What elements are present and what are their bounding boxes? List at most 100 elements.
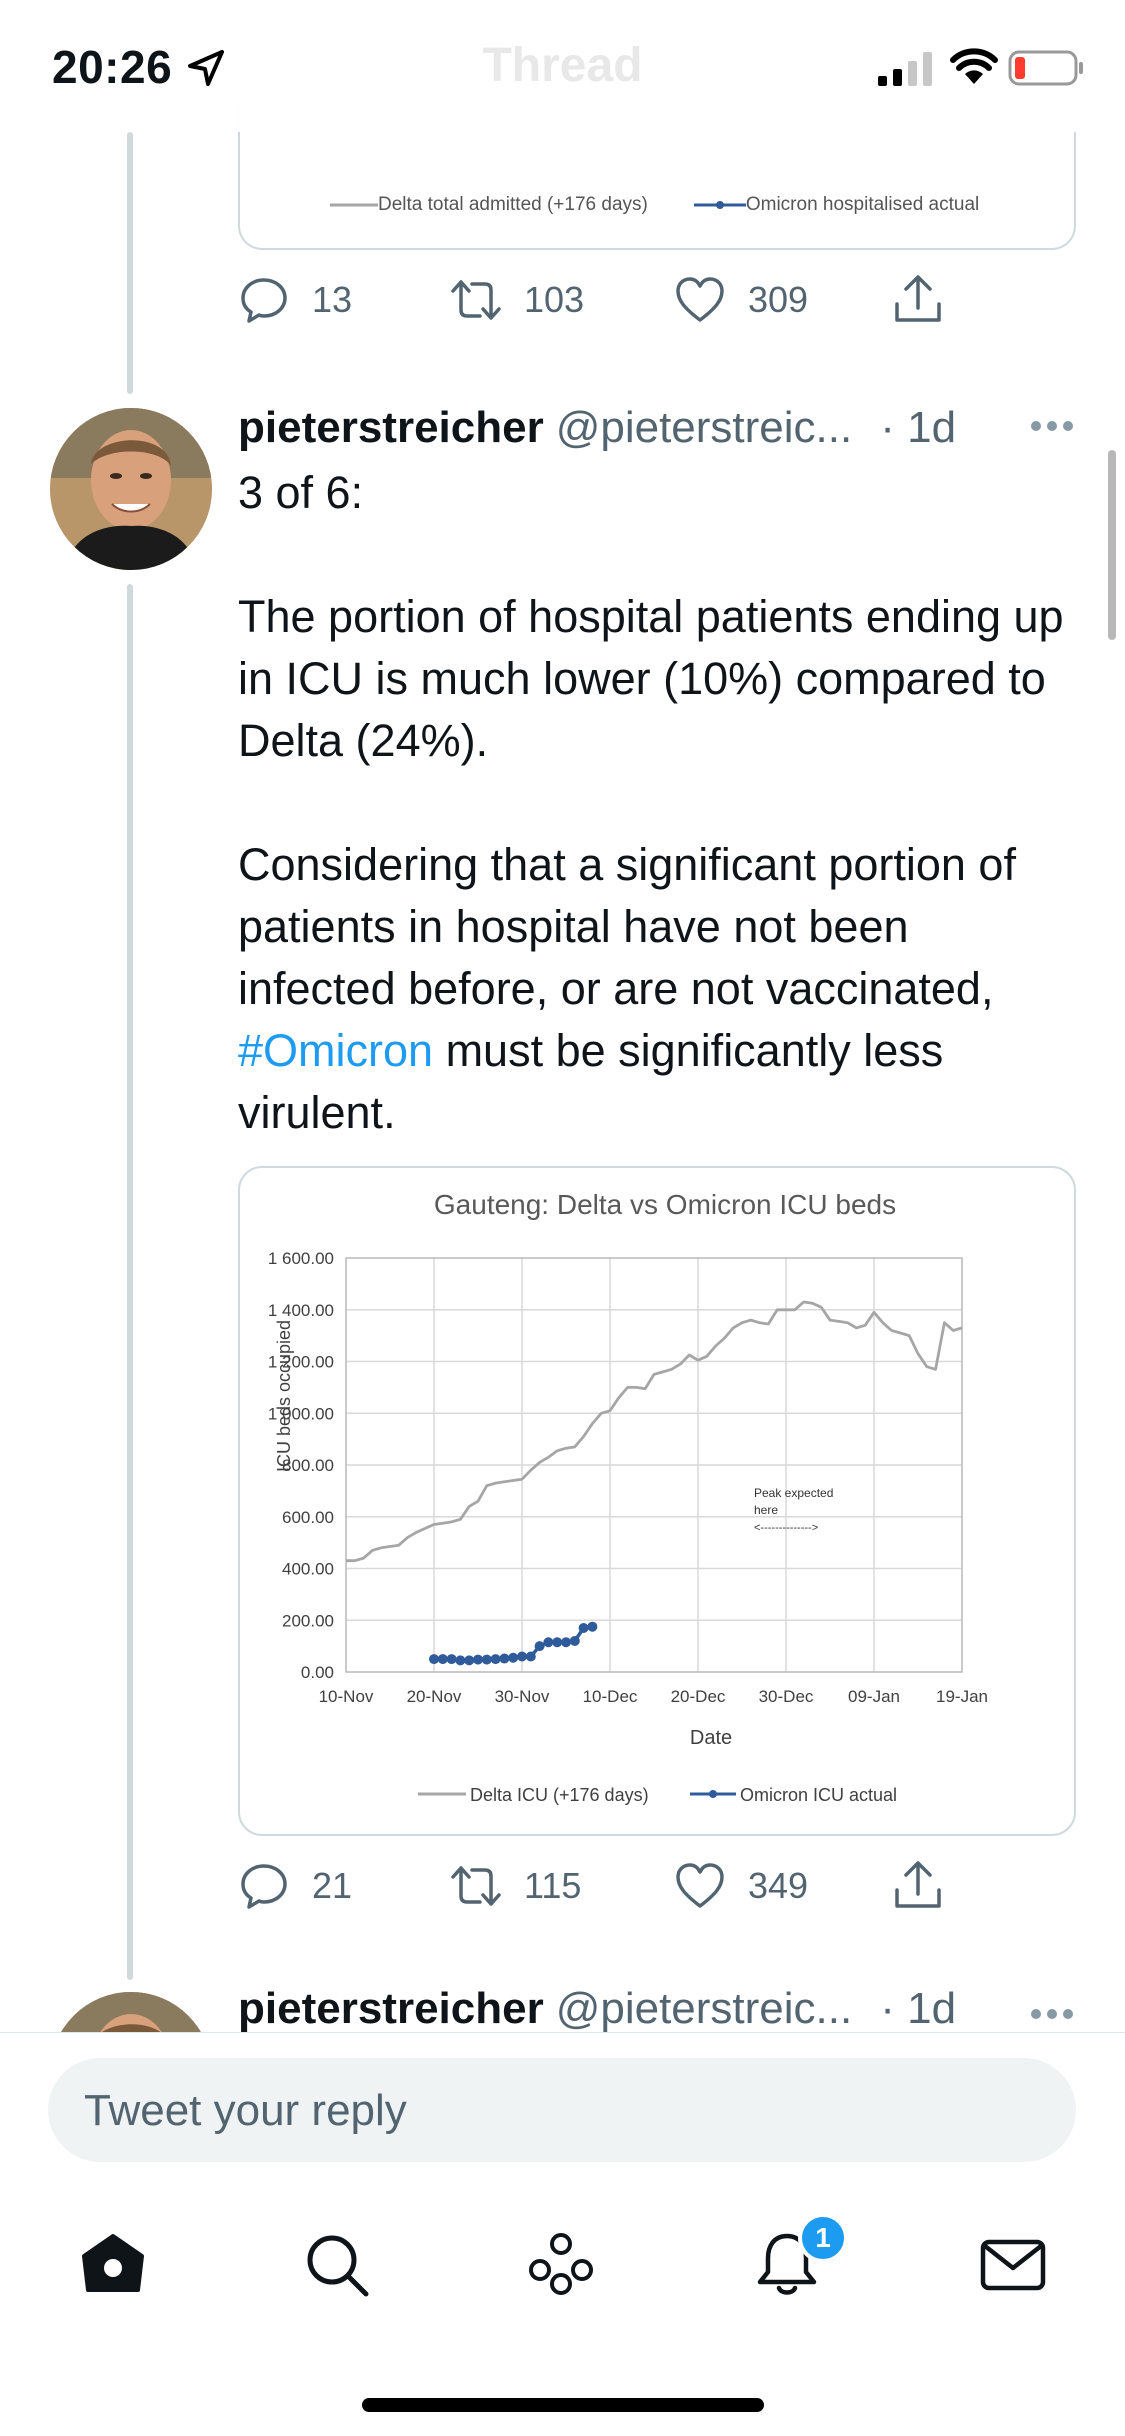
chart-image-card[interactable]: Gauteng: Delta vs Omicron ICU beds 1 600… <box>238 1166 1076 1836</box>
home-indicator[interactable] <box>362 2398 764 2412</box>
battery-icon <box>1008 50 1083 86</box>
author-handle[interactable]: @pieterstreic... <box>555 403 853 452</box>
avatar[interactable] <box>50 408 212 570</box>
prev-tweet-actions: 13 103 309 <box>238 274 978 334</box>
y-tick-label: 0.00 <box>301 1663 334 1682</box>
data-point-omicron <box>508 1652 519 1663</box>
y-tick-label: 600.00 <box>282 1508 334 1527</box>
legend-label-omicron: Omicron ICU actual <box>740 1785 897 1805</box>
like-button[interactable]: 309 <box>674 274 808 326</box>
scroll-indicator[interactable] <box>1108 450 1116 640</box>
legend-item-omicron: Omicron hospitalised actual <box>693 194 979 216</box>
reply-placeholder: Tweet your reply <box>84 2086 407 2135</box>
data-point-omicron <box>490 1654 501 1665</box>
y-tick-label: 800.00 <box>282 1456 334 1475</box>
retweet-button[interactable]: 115 <box>450 1860 581 1912</box>
tweet-text: 3 of 6: The portion of hospital patients… <box>238 462 1068 1144</box>
data-point-omicron <box>446 1654 457 1665</box>
tweet-text-body: must be significantly less virulent. <box>238 1025 956 1138</box>
spaces-icon[interactable] <box>526 2230 596 2300</box>
chart-x-label: Date <box>690 1727 732 1749</box>
data-point-omicron <box>429 1654 439 1665</box>
data-point-omicron <box>473 1654 483 1665</box>
tweet-header: pieterstreicher @pieterstreic... · 1d <box>238 398 1078 458</box>
data-point-omicron <box>543 1637 554 1648</box>
reply-input[interactable]: Tweet your reply <box>48 2058 1076 2162</box>
data-point-omicron <box>481 1654 492 1665</box>
like-count: 349 <box>748 1865 809 1906</box>
author-name[interactable]: pieterstreicher <box>238 403 544 452</box>
x-tick-label: 19-Jan <box>936 1687 988 1706</box>
x-tick-label: 20-Nov <box>407 1687 462 1706</box>
hashtag-link[interactable]: #Omicron <box>238 1025 434 1076</box>
like-count: 309 <box>748 279 809 320</box>
reply-button[interactable]: 13 <box>238 274 352 326</box>
y-tick-label: 1 000.00 <box>268 1404 334 1423</box>
heart-icon <box>676 277 724 322</box>
more-options-icon[interactable] <box>1030 420 1074 432</box>
data-point-omicron <box>552 1637 563 1648</box>
y-tick-label: 400.00 <box>282 1560 334 1579</box>
chart-title: Gauteng: Delta vs Omicron ICU beds <box>434 1189 896 1220</box>
annotation-arrow: <--------------> <box>754 1522 818 1534</box>
x-tick-label: 10-Nov <box>319 1687 374 1706</box>
nav-title: Thread <box>482 39 643 92</box>
plot-area-border <box>345 1257 963 1673</box>
status-time: 20:26 <box>52 41 173 93</box>
legend-line-icon <box>693 201 746 209</box>
reply-count: 21 <box>312 1865 353 1906</box>
chart-legend: Delta ICU (+176 days) Omicron ICU actual <box>418 1785 897 1805</box>
data-point-omicron <box>437 1654 448 1665</box>
search-icon[interactable] <box>302 2230 372 2300</box>
retweet-icon <box>451 1866 501 1906</box>
data-point-omicron <box>561 1637 571 1648</box>
data-point-omicron <box>455 1655 466 1666</box>
messages-icon[interactable] <box>978 2230 1048 2300</box>
share-button[interactable] <box>892 274 966 326</box>
more-options-icon[interactable] <box>1030 2008 1074 2020</box>
legend-item-delta: Delta total admitted (+176 days) <box>330 194 648 216</box>
data-point-omicron <box>499 1653 510 1664</box>
thread-line <box>127 584 133 1980</box>
x-tick-label: 30-Nov <box>495 1687 550 1706</box>
y-tick-label: 1 200.00 <box>268 1353 334 1372</box>
share-icon <box>895 275 941 322</box>
wifi-icon <box>950 48 998 84</box>
tweet-timestamp[interactable]: · 1d <box>880 403 957 452</box>
data-point-omicron <box>578 1623 589 1634</box>
reply-icon <box>241 278 287 323</box>
next-tweet-header: pieterstreicher @pieterstreic... · 1d <box>238 1984 1078 2034</box>
chart-annotation: Peak expected here <--------------> <box>754 1486 833 1534</box>
x-tick-label: 30-Dec <box>759 1687 814 1706</box>
reply-count: 13 <box>312 279 353 320</box>
legend-line-icon <box>330 203 378 207</box>
annotation-line: here <box>754 1503 778 1517</box>
series-line-delta <box>346 1300 963 1563</box>
x-tick-label: 20-Dec <box>671 1687 726 1706</box>
tweet-text-body: 3 of 6: The portion of hospital patients… <box>238 467 1064 1014</box>
home-icon[interactable] <box>78 2230 148 2300</box>
like-button[interactable]: 349 <box>674 1860 808 1912</box>
share-button[interactable] <box>892 1860 966 1912</box>
data-point-omicron <box>587 1621 598 1632</box>
cellular-signal-icon <box>878 52 932 86</box>
data-point-omicron <box>569 1635 580 1646</box>
author-name[interactable]: pieterstreicher <box>238 1984 544 2033</box>
location-arrow-icon <box>188 50 224 86</box>
notification-badge: 1 <box>798 2213 848 2263</box>
y-tick-label: 200.00 <box>282 1611 334 1630</box>
tweet-timestamp[interactable]: · 1d <box>880 1984 957 2033</box>
data-point-omicron <box>534 1641 545 1652</box>
prev-chart-card[interactable]: Delta total admitted (+176 days) Omicron… <box>238 100 1076 250</box>
avatar-photo <box>50 408 212 570</box>
x-tick-label: 10-Dec <box>583 1687 638 1706</box>
x-tick-label: 09-Jan <box>848 1687 900 1706</box>
reply-button[interactable]: 21 <box>238 1860 352 1912</box>
y-tick-label: 1 600.00 <box>268 1249 334 1268</box>
retweet-icon <box>451 280 501 320</box>
y-tick-label: 1 400.00 <box>268 1301 334 1320</box>
retweet-button[interactable]: 103 <box>450 274 584 326</box>
reply-icon <box>241 1864 287 1909</box>
author-handle[interactable]: @pieterstreic... <box>555 1984 853 2033</box>
heart-icon <box>676 1863 724 1908</box>
